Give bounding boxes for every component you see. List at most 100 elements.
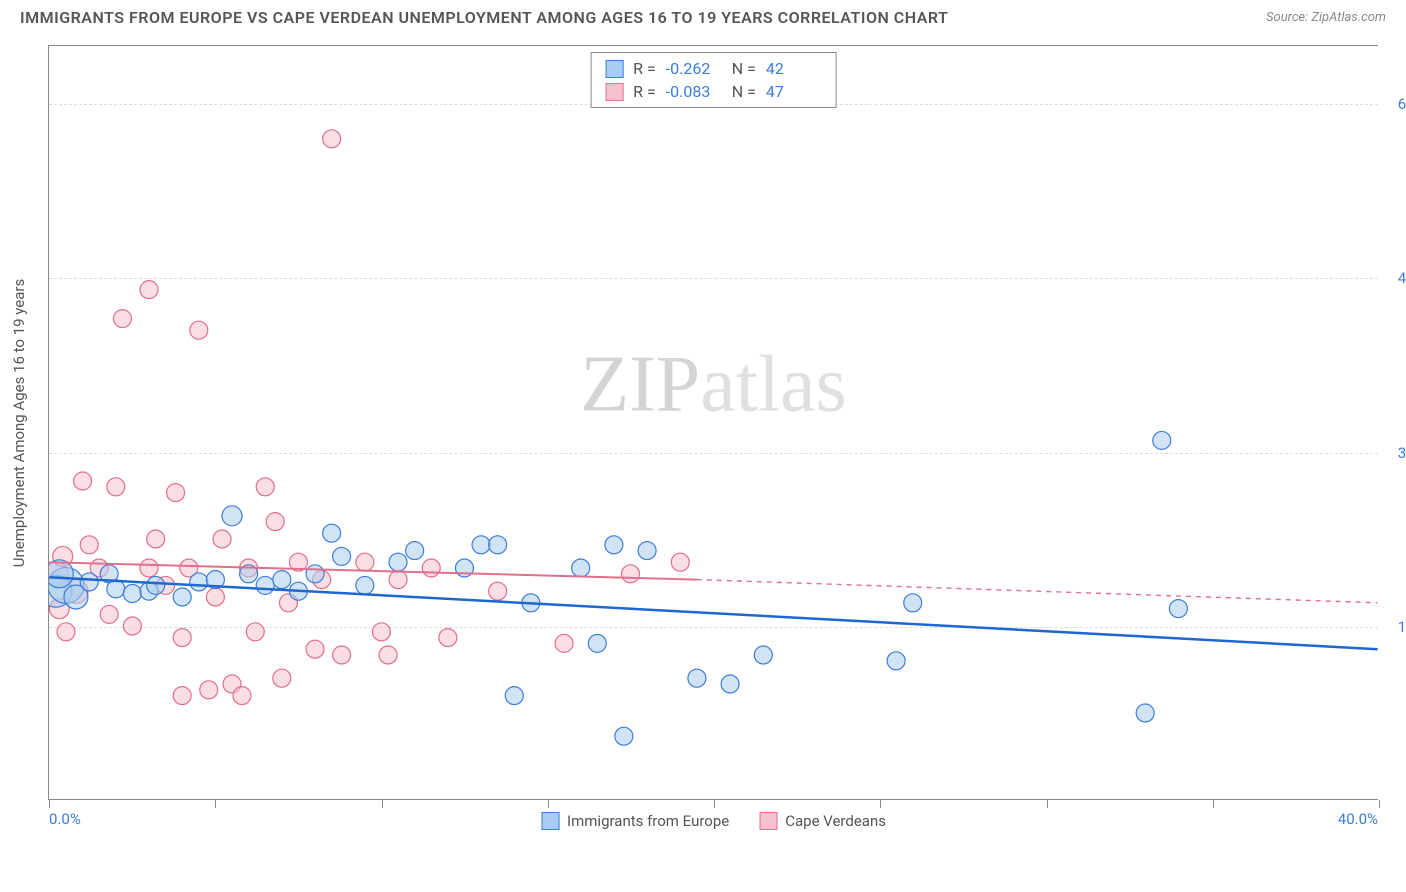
y-axis-label: Unemployment Among Ages 16 to 19 years [10, 279, 28, 567]
data-point [80, 573, 98, 591]
data-point [273, 669, 291, 687]
legend-label: Cape Verdeans [785, 812, 886, 830]
data-point [57, 623, 75, 641]
data-point [887, 652, 905, 670]
x-tick [714, 800, 715, 808]
data-point [147, 576, 165, 594]
data-point [389, 553, 407, 571]
data-point [323, 130, 341, 148]
data-point [140, 559, 158, 577]
data-point [472, 536, 490, 554]
x-label-max: 40.0% [1338, 810, 1378, 828]
data-point [256, 478, 274, 496]
correlation-legend: R = -0.262 N = 42 R = -0.083 N = 47 [590, 52, 837, 108]
x-tick [382, 800, 383, 808]
n-value-1: 42 [766, 59, 822, 78]
data-point [100, 605, 118, 623]
data-point [572, 559, 590, 577]
data-point [638, 542, 656, 560]
series-legend: Immigrants from Europe Cape Verdeans [541, 812, 886, 830]
data-point [173, 687, 191, 705]
r-value-1: -0.262 [666, 59, 722, 78]
r-value-2: -0.083 [666, 82, 722, 101]
x-tick [1047, 800, 1048, 808]
data-point [389, 571, 407, 589]
x-tick [49, 800, 50, 808]
data-point [256, 576, 274, 594]
data-point [74, 472, 92, 490]
data-point [80, 536, 98, 554]
legend-label: Immigrants from Europe [567, 812, 729, 830]
chart-title: IMMIGRANTS FROM EUROPE VS CAPE VERDEAN U… [20, 8, 948, 27]
legend-item: Cape Verdeans [759, 812, 886, 830]
data-point [246, 623, 264, 641]
data-point [489, 582, 507, 600]
data-point [406, 542, 424, 560]
data-point [49, 560, 73, 588]
data-point [213, 530, 231, 548]
legend-row-series-2: R = -0.083 N = 47 [605, 80, 822, 103]
data-point [1136, 704, 1154, 722]
x-tick [880, 800, 881, 808]
data-point [173, 629, 191, 647]
swatch-series-1 [605, 60, 623, 78]
data-point [113, 310, 131, 328]
data-point [356, 553, 374, 571]
data-point [306, 565, 324, 583]
x-label-min: 0.0% [49, 810, 81, 828]
scatter-plot [49, 46, 1378, 800]
y-tick-label: 60.0% [1383, 95, 1406, 113]
data-point [123, 617, 141, 635]
data-point [555, 634, 573, 652]
data-point [615, 727, 633, 745]
chart-area: Unemployment Among Ages 16 to 19 years Z… [48, 45, 1378, 800]
legend-swatch [759, 812, 777, 830]
data-point [190, 573, 208, 591]
data-point [323, 524, 341, 542]
data-point [167, 484, 185, 502]
x-tick [215, 800, 216, 808]
data-point [605, 536, 623, 554]
data-point [107, 580, 125, 598]
data-point [422, 559, 440, 577]
data-point [588, 634, 606, 652]
data-point [140, 281, 158, 299]
trend-line-dashed [697, 580, 1378, 603]
data-point [688, 669, 706, 687]
data-point [107, 478, 125, 496]
data-point [306, 640, 324, 658]
swatch-series-2 [605, 83, 623, 101]
data-point [671, 553, 689, 571]
data-point [505, 687, 523, 705]
legend-item: Immigrants from Europe [541, 812, 729, 830]
data-point [147, 530, 165, 548]
data-point [904, 594, 922, 612]
n-value-2: 47 [766, 82, 822, 101]
data-point [333, 646, 351, 664]
data-point [206, 588, 224, 606]
y-tick-label: 30.0% [1383, 444, 1406, 462]
data-point [173, 588, 191, 606]
data-point [372, 623, 390, 641]
x-tick [1379, 800, 1380, 808]
data-point [333, 547, 351, 565]
data-point [754, 646, 772, 664]
data-point [266, 513, 284, 531]
data-point [489, 536, 507, 554]
data-point [356, 576, 374, 594]
data-point [273, 571, 291, 589]
data-point [621, 565, 639, 583]
data-point [1169, 600, 1187, 618]
x-tick [548, 800, 549, 808]
data-point [190, 321, 208, 339]
data-point [200, 681, 218, 699]
legend-row-series-1: R = -0.262 N = 42 [605, 57, 822, 80]
y-tick-label: 45.0% [1383, 269, 1406, 287]
data-point [439, 629, 457, 647]
y-tick-label: 15.0% [1383, 618, 1406, 636]
data-point [721, 675, 739, 693]
data-point [233, 687, 251, 705]
x-tick [1213, 800, 1214, 808]
data-point [222, 506, 242, 526]
data-point [379, 646, 397, 664]
